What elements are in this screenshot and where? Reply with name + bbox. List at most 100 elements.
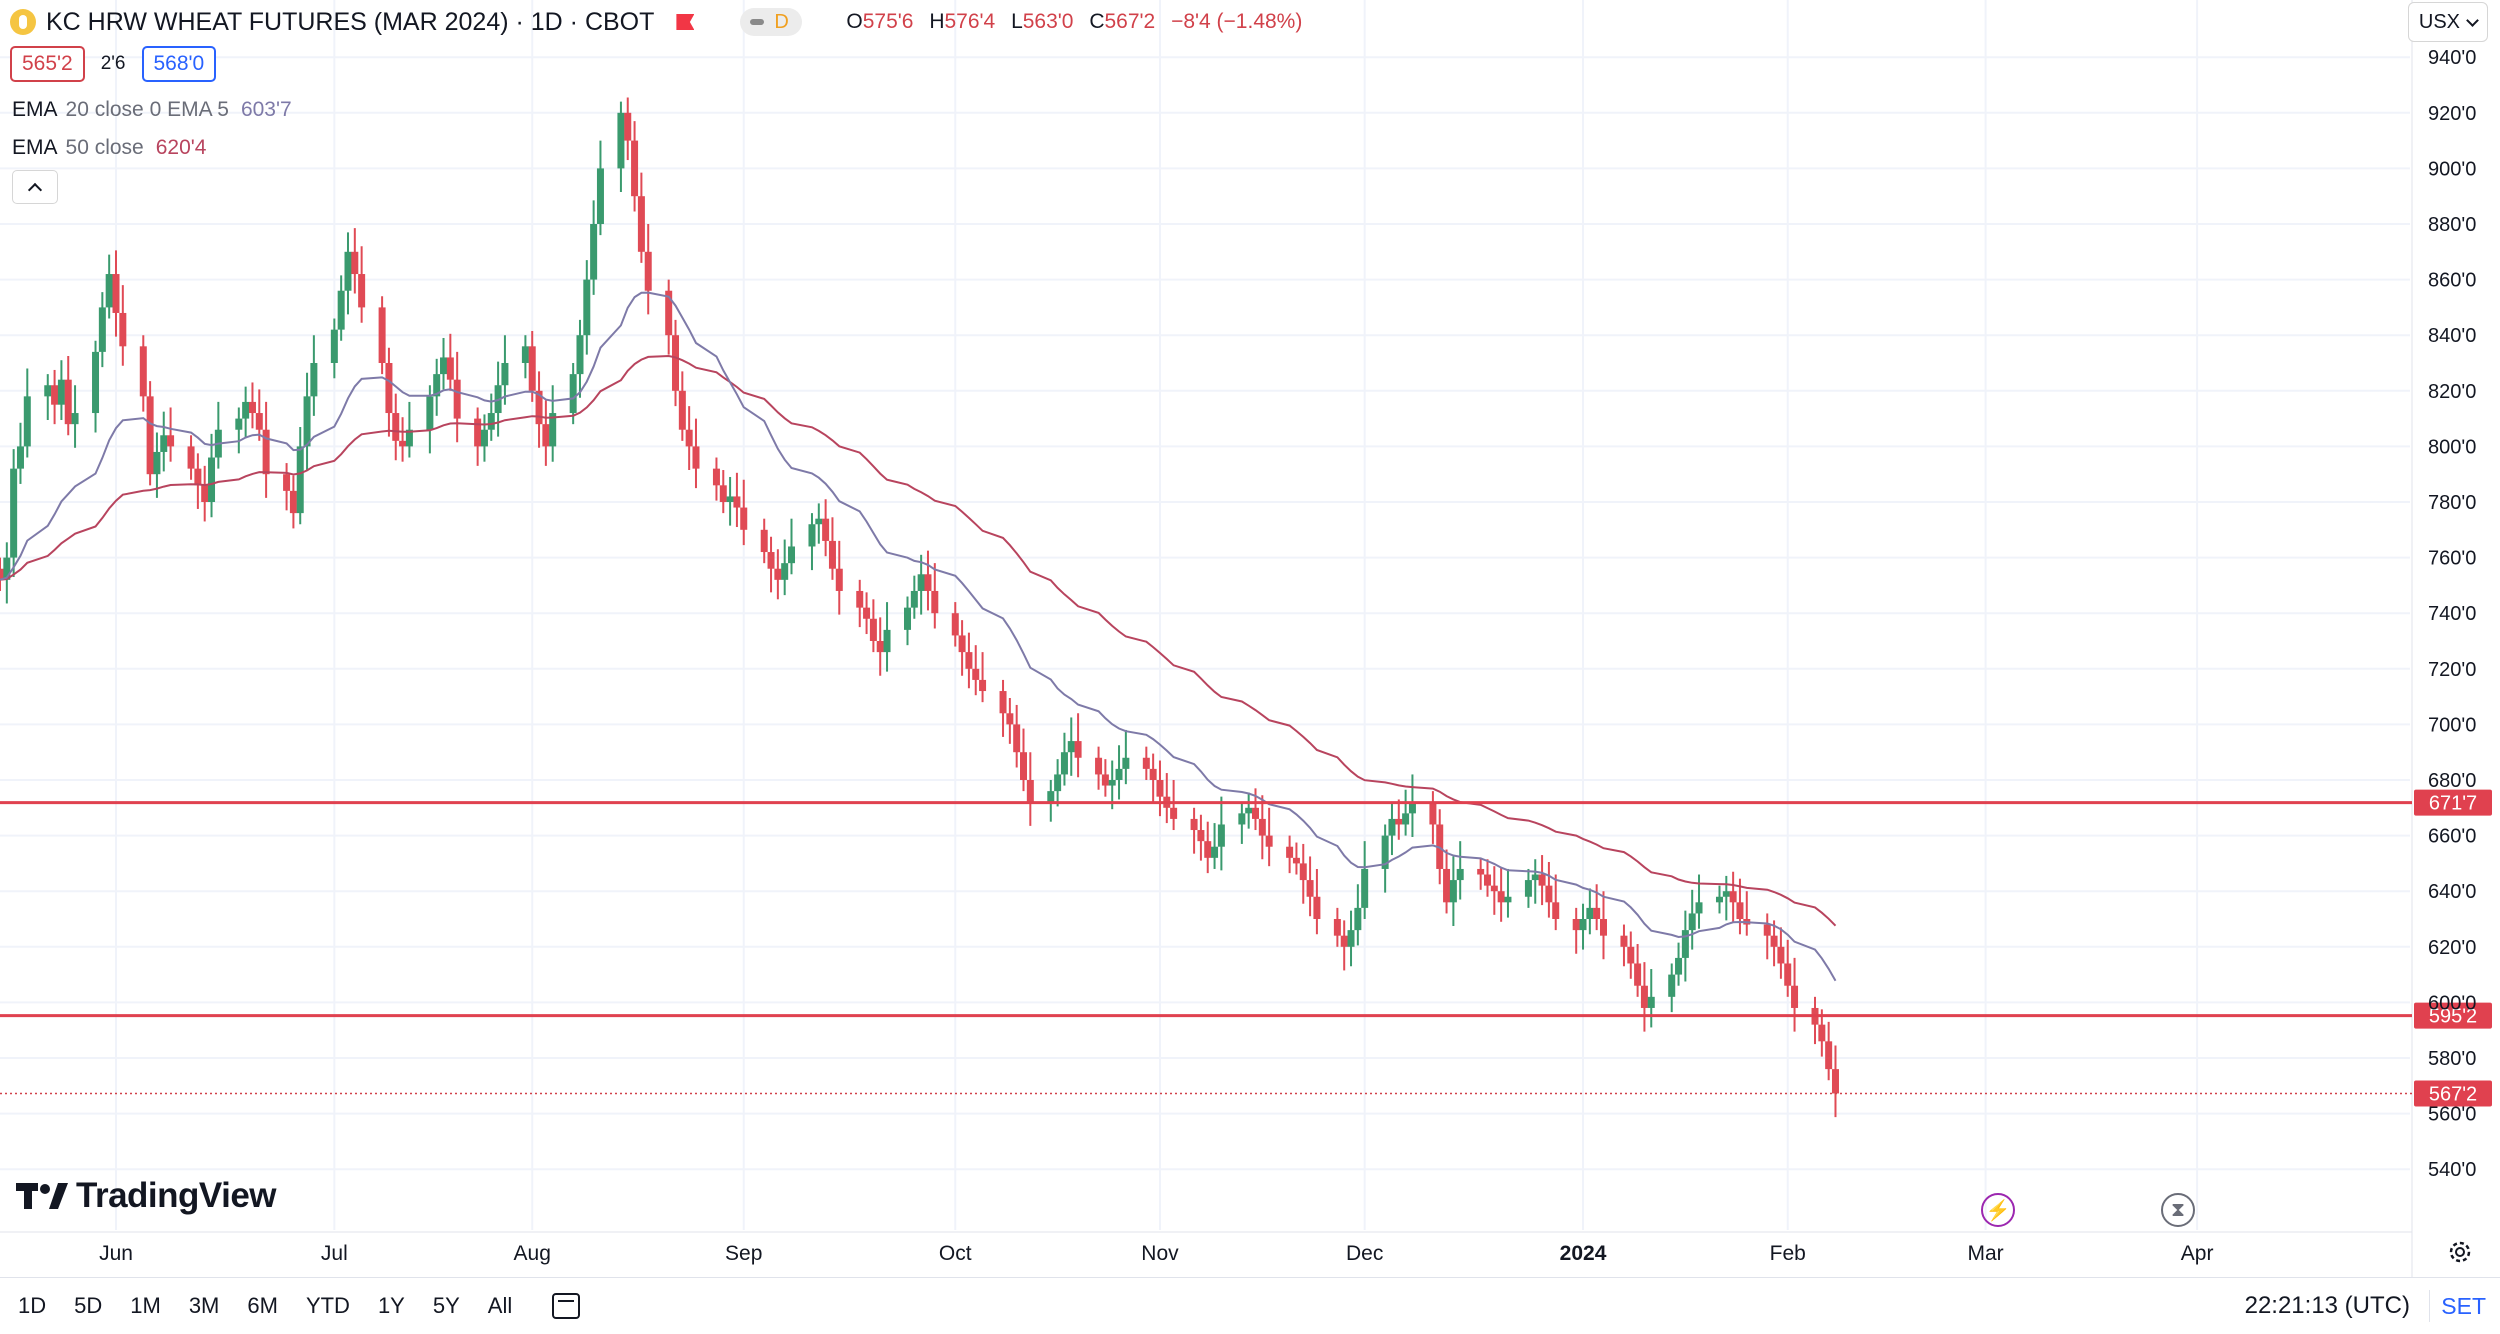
candle-body[interactable]: [160, 435, 168, 452]
range-button-6m[interactable]: 6M: [247, 1293, 278, 1318]
candle-body[interactable]: [1552, 902, 1560, 919]
candle-body[interactable]: [917, 574, 925, 591]
candle-body[interactable]: [10, 468, 18, 558]
candle-body[interactable]: [590, 224, 598, 280]
candle-body[interactable]: [1258, 818, 1266, 836]
candle-body[interactable]: [1599, 919, 1607, 936]
candle-body[interactable]: [194, 468, 202, 486]
candle-body[interactable]: [863, 607, 871, 619]
candle-body[interactable]: [1388, 818, 1396, 836]
candle-body[interactable]: [822, 518, 830, 541]
candle-body[interactable]: [910, 590, 918, 608]
candle-body[interactable]: [1729, 891, 1737, 903]
candle-body[interactable]: [1013, 724, 1021, 753]
candle-body[interactable]: [835, 568, 843, 591]
candle-body[interactable]: [1101, 774, 1109, 786]
candle-body[interactable]: [453, 379, 461, 419]
candle-body[interactable]: [64, 379, 72, 425]
candle-body[interactable]: [1245, 807, 1253, 814]
session-set-button[interactable]: SET: [2441, 1292, 2486, 1319]
candle-body[interactable]: [1115, 768, 1123, 780]
bolt-icon[interactable]: ⚡: [1981, 1193, 2015, 1227]
candle-body[interactable]: [1402, 813, 1410, 825]
candle-body[interactable]: [767, 552, 775, 569]
candle-body[interactable]: [1825, 1041, 1833, 1070]
candle-body[interactable]: [1026, 780, 1034, 803]
candle-body[interactable]: [146, 396, 154, 475]
candle-body[interactable]: [1170, 807, 1178, 819]
candle-body[interactable]: [1020, 752, 1028, 780]
candle-body[interactable]: [815, 518, 823, 525]
candle-body[interactable]: [105, 274, 113, 308]
candle-body[interactable]: [1791, 985, 1799, 1008]
candle-body[interactable]: [1354, 907, 1362, 931]
candle-body[interactable]: [399, 440, 407, 447]
candle-body[interactable]: [876, 641, 884, 653]
candle-body[interactable]: [358, 274, 366, 308]
candle-body[interactable]: [1190, 818, 1198, 831]
candle-body[interactable]: [310, 363, 318, 397]
candle-body[interactable]: [23, 396, 31, 447]
candle-body[interactable]: [542, 424, 550, 447]
candle-body[interactable]: [733, 496, 741, 508]
candle-body[interactable]: [283, 474, 291, 491]
candle-body[interactable]: [1634, 963, 1642, 986]
candle-body[interactable]: [426, 396, 434, 430]
candle-body[interactable]: [1504, 896, 1512, 903]
candle-body[interactable]: [1627, 946, 1635, 964]
candle-body[interactable]: [883, 629, 891, 653]
candle-body[interactable]: [405, 429, 413, 447]
candle-body[interactable]: [1313, 896, 1321, 919]
market-status-pill[interactable]: D: [740, 8, 803, 36]
candle-body[interactable]: [1545, 885, 1553, 903]
hourglass-icon[interactable]: ⧗: [2161, 1193, 2195, 1227]
candle-body[interactable]: [167, 435, 175, 447]
symbol-icon[interactable]: [10, 9, 36, 35]
candle-body[interactable]: [1831, 1069, 1839, 1094]
range-button-1m[interactable]: 1M: [130, 1293, 161, 1318]
candle-body[interactable]: [828, 540, 836, 569]
candle-body[interactable]: [1340, 935, 1348, 947]
candle-body[interactable]: [1538, 874, 1546, 886]
candle-body[interactable]: [665, 290, 673, 336]
candle-body[interactable]: [965, 652, 973, 669]
candle-body[interactable]: [521, 346, 529, 363]
candle-body[interactable]: [1449, 880, 1457, 903]
candle-body[interactable]: [740, 507, 748, 530]
candle-body[interactable]: [1675, 957, 1683, 975]
candle-body[interactable]: [1265, 835, 1273, 847]
utc-clock[interactable]: 22:21:13 (UTC): [2244, 1292, 2410, 1319]
candle-body[interactable]: [631, 140, 639, 197]
candle-body[interactable]: [1142, 757, 1150, 769]
candle-body[interactable]: [1006, 713, 1014, 725]
candle-body[interactable]: [1668, 974, 1676, 997]
candle-body[interactable]: [528, 346, 536, 391]
candle-body[interactable]: [549, 413, 557, 447]
candle-body[interactable]: [1531, 874, 1539, 881]
candle-body[interactable]: [1640, 985, 1648, 1008]
candle-body[interactable]: [583, 279, 591, 336]
candle-body[interactable]: [569, 374, 577, 414]
range-button-5d[interactable]: 5D: [74, 1293, 103, 1318]
candle-body[interactable]: [596, 168, 604, 224]
flag-icon[interactable]: [676, 14, 695, 30]
candle-body[interactable]: [1736, 902, 1744, 919]
tradingview-logo[interactable]: TradingView: [16, 1176, 277, 1216]
candle-body[interactable]: [262, 429, 270, 475]
candle-body[interactable]: [1292, 857, 1300, 864]
candle-body[interactable]: [1722, 891, 1730, 897]
candle-body[interactable]: [1361, 868, 1369, 908]
candle-body[interactable]: [904, 607, 912, 630]
candle-body[interactable]: [0, 568, 4, 580]
candle-body[interactable]: [255, 413, 263, 430]
candle-body[interactable]: [242, 401, 250, 419]
range-button-3m[interactable]: 3M: [188, 1293, 220, 1318]
candle-body[interactable]: [931, 590, 939, 614]
candle-body[interactable]: [999, 691, 1007, 714]
candle-body[interactable]: [248, 401, 256, 414]
candle-body[interactable]: [1122, 757, 1130, 769]
candle-body[interactable]: [979, 679, 987, 692]
candle-body[interactable]: [1443, 868, 1451, 903]
candle-body[interactable]: [1060, 752, 1068, 775]
candle-body[interactable]: [1299, 863, 1307, 881]
